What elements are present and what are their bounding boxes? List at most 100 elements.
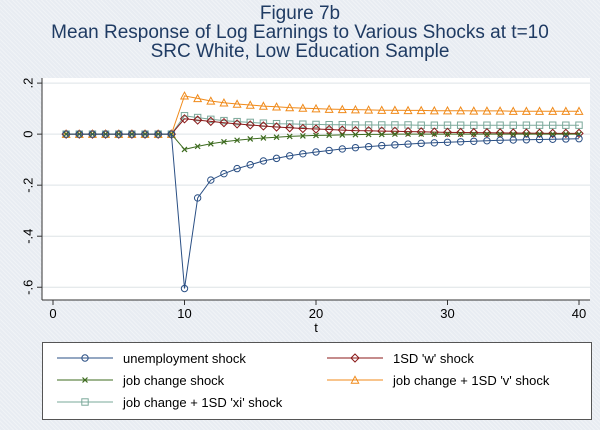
data-point [390,105,400,114]
data-point [391,121,399,129]
data-point [562,135,570,143]
data-point [179,91,190,100]
data-point [63,131,70,138]
legend-swatch-unemployment [57,354,113,362]
data-point [324,104,334,113]
marker-x-stroke [444,131,451,138]
data-point [246,118,254,127]
data-point [549,135,557,143]
data-point [470,131,477,138]
marker-x-stroke [326,132,333,139]
data-point [312,120,320,129]
series-line [66,133,580,289]
data-point [324,124,334,135]
data-point [403,105,413,115]
data-point [377,105,387,114]
data-point [273,134,280,141]
data-point [522,136,531,144]
data-point [442,127,453,138]
legend-item-unemployment: unemployment shock [55,348,246,368]
data-point [311,124,321,134]
data-point [483,137,491,145]
marker-x-stroke [299,132,306,139]
marker-x-stroke [418,131,425,138]
data-point [325,146,333,155]
data-point [431,131,438,138]
data-point [339,131,346,138]
y-tick-label: -.2 [20,178,35,193]
legend-label-v-shock: job change + 1SD 'v' shock [393,372,550,388]
data-point [245,120,255,130]
data-point [246,161,254,169]
marker-x-stroke [378,131,385,138]
data-point [364,105,374,114]
data-point [574,106,584,115]
marker-x-stroke [536,131,543,138]
series-layer [61,91,584,293]
data-point [418,131,425,138]
data-point [521,106,531,115]
data-point [364,121,373,129]
data-point [391,131,398,138]
legend-swatch-marker [82,377,88,383]
data-point [299,120,307,128]
data-point [207,140,214,147]
data-point [338,120,347,129]
data-point [575,121,583,129]
data-point [429,105,439,115]
data-point [416,127,426,137]
data-point [390,126,400,137]
marker-x-stroke [286,133,293,140]
marker-x-stroke [510,131,517,138]
data-point [456,138,465,146]
y-tick-label: .2 [20,78,35,89]
data-point [271,122,282,132]
x-tick-label: 0 [49,306,56,321]
data-point [536,131,543,138]
data-point [549,121,557,129]
marker-x-stroke [194,143,201,150]
data-point [234,137,241,144]
legend-item-v-shock: job change + 1SD 'v' shock [325,370,549,390]
marker-x-stroke [457,131,464,138]
axis-layer: .2 0 -.2 -.4 -.6 0 10 20 30 40 t [20,78,590,335]
data-point [220,116,228,125]
data-point [378,141,386,150]
data-point [232,99,242,108]
data-point [470,137,478,145]
data-point [312,148,320,156]
data-point [207,115,215,124]
data-point [482,128,492,138]
data-point [194,143,201,150]
data-point [429,127,440,137]
data-point [521,128,532,138]
data-point [193,113,202,122]
data-point [286,133,293,140]
legend-label-unemployment: unemployment shock [123,350,246,366]
data-point [509,136,517,144]
data-point [482,106,492,115]
series-0 [62,130,583,293]
marker-x-stroke [523,131,530,138]
data-point [192,115,203,125]
legend-swatch-job-change [57,377,113,383]
data-point [510,131,517,138]
data-point [444,131,451,138]
data-point [180,284,189,293]
data-point [351,143,360,152]
data-point [299,132,306,139]
data-point [167,130,176,138]
data-point [285,102,295,112]
data-point [535,135,544,144]
chart-title: Figure 7b [259,3,341,24]
data-point [259,157,268,165]
legend-item-w-shock: 1SD 'w' shock [325,348,474,368]
data-point [378,131,385,138]
data-point [522,121,531,129]
data-point [326,132,333,139]
data-point [233,164,241,173]
data-point [62,130,70,138]
legend-swatch-marker [81,398,89,406]
data-point [75,130,84,138]
